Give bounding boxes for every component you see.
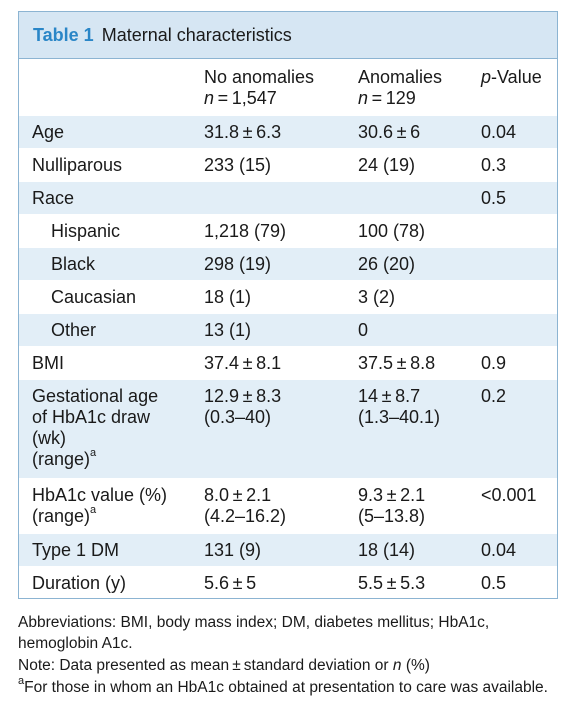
p-label: -Value — [491, 67, 542, 87]
cell-p-value: 0.5 — [481, 188, 507, 208]
table-row: Nulliparous 233 (15) 24 (19) 0.3 — [19, 148, 557, 181]
cell-line: (1.3–40.1) — [358, 407, 441, 427]
cell-anomalies: 24 (19) — [358, 155, 416, 175]
cell-no-anomalies: 8.0 ± 2.1 (4.2–16.2) — [204, 485, 354, 527]
column-header-no-anomalies: No anomalies n = 1,547 — [204, 67, 354, 109]
row-label: Duration (y) — [32, 573, 127, 593]
row-label-line: (wk) — [32, 428, 66, 448]
cell-anomalies: 0 — [358, 320, 369, 340]
column-header-anomalies: Anomalies n = 129 — [358, 67, 483, 109]
cell-anomalies: 26 (20) — [358, 254, 416, 274]
column-header-p-value: p-Value — [481, 67, 556, 88]
row-label: Hispanic — [51, 221, 121, 241]
cell-no-anomalies: 31.8 ± 6.3 — [204, 122, 282, 142]
cell-no-anomalies: 13 (1) — [204, 320, 252, 340]
n-symbol: n — [392, 657, 402, 674]
cell-no-anomalies: 37.4 ± 8.1 — [204, 353, 282, 373]
cell-no-anomalies: 1,218 (79) — [204, 221, 287, 241]
footnote-marker: a — [90, 504, 97, 516]
cell-anomalies: 14 ± 8.7 (1.3–40.1) — [358, 386, 483, 428]
row-label: Other — [51, 320, 97, 340]
table-row: Race 0.5 — [19, 181, 557, 214]
column-header-n: n = 129 — [358, 88, 483, 109]
table-title: Maternal characteristics — [101, 24, 292, 45]
table-caption: Table 1 Maternal characteristics — [19, 12, 557, 59]
cell-p-value: 0.04 — [481, 540, 517, 560]
table-row: Duration (y) 5.6 ± 5 5.5 ± 5.3 0.5 — [19, 566, 557, 598]
cell-line: 8.0 ± 2.1 — [204, 485, 272, 505]
cell-anomalies: 37.5 ± 8.8 — [358, 353, 436, 373]
note-text: (%) — [401, 657, 430, 674]
table-row: Type 1 DM 131 (9) 18 (14) 0.04 — [19, 533, 557, 566]
cell-p-value: 0.5 — [481, 573, 507, 593]
footnote-abbreviations: Abbreviations: BMI, body mass index; DM,… — [18, 614, 490, 652]
n-symbol: n — [204, 88, 215, 108]
table-label: Table 1 — [33, 24, 94, 45]
cell-p-value: 0.2 — [481, 386, 507, 406]
table-row: Other 13 (1) 0 — [19, 313, 557, 346]
row-label: Age — [32, 122, 65, 142]
cell-p-value: 0.04 — [481, 122, 517, 142]
cell-p-value: <0.001 — [481, 485, 537, 505]
column-header-label: No anomalies — [204, 67, 315, 87]
cell-anomalies: 9.3 ± 2.1 (5–13.8) — [358, 485, 483, 527]
row-label-text: (range) — [32, 449, 91, 469]
row-label: BMI — [32, 353, 65, 373]
row-label: Nulliparous — [32, 155, 123, 175]
row-label-line: HbA1c value (%) — [32, 485, 168, 505]
n-value: = 1,547 — [214, 88, 277, 108]
n-value: = 129 — [368, 88, 416, 108]
cell-no-anomalies: 18 (1) — [204, 287, 252, 307]
cell-no-anomalies: 12.9 ± 8.3 (0.3–40) — [204, 386, 354, 428]
cell-no-anomalies: 5.6 ± 5 — [204, 573, 257, 593]
row-label: Gestational age of HbA1c draw (wk) (rang… — [32, 386, 197, 470]
footnote-note: Note: Data presented as mean ± standard … — [18, 655, 558, 676]
column-header-n: n = 1,547 — [204, 88, 354, 109]
column-header-label: Anomalies — [358, 67, 443, 87]
row-label: Caucasian — [51, 287, 137, 307]
row-label-line: of HbA1c draw — [32, 407, 151, 427]
cell-line: 14 ± 8.7 — [358, 386, 421, 406]
row-label-line: (range)a — [32, 504, 197, 527]
row-label-line: Gestational age — [32, 386, 159, 406]
table-row: Hispanic 1,218 (79) 100 (78) — [19, 214, 557, 247]
row-label: Type 1 DM — [32, 540, 120, 560]
table-row: BMI 37.4 ± 8.1 37.5 ± 8.8 0.9 — [19, 346, 557, 379]
cell-no-anomalies: 298 (19) — [204, 254, 272, 274]
footnote-a: aFor those in whom an HbA1c obtained at … — [18, 674, 558, 698]
footnote-a-text: For those in whom an HbA1c obtained at p… — [24, 679, 548, 696]
n-symbol: n — [358, 88, 369, 108]
cell-line: 9.3 ± 2.1 — [358, 485, 426, 505]
row-label: HbA1c value (%) (range)a — [32, 485, 197, 527]
table-row: Black 298 (19) 26 (20) — [19, 247, 557, 280]
cell-line: (4.2–16.2) — [204, 506, 287, 526]
table-row: Age 31.8 ± 6.3 30.6 ± 6 0.04 — [19, 115, 557, 148]
table-row: Gestational age of HbA1c draw (wk) (rang… — [19, 379, 557, 478]
row-label-line: (range)a — [32, 447, 197, 470]
table-1: Table 1 Maternal characteristics No anom… — [18, 11, 558, 599]
cell-anomalies: 18 (14) — [358, 540, 416, 560]
row-label: Race — [32, 188, 75, 208]
cell-line: 12.9 ± 8.3 — [204, 386, 282, 406]
cell-no-anomalies: 131 (9) — [204, 540, 262, 560]
cell-p-value: 0.3 — [481, 155, 507, 175]
cell-anomalies: 30.6 ± 6 — [358, 122, 421, 142]
cell-anomalies: 5.5 ± 5.3 — [358, 573, 426, 593]
cell-no-anomalies: 233 (15) — [204, 155, 272, 175]
cell-line: (5–13.8) — [358, 506, 426, 526]
row-label: Black — [51, 254, 96, 274]
table-row: Caucasian 18 (1) 3 (2) — [19, 280, 557, 313]
cell-p-value: 0.9 — [481, 353, 507, 373]
cell-line: (0.3–40) — [204, 407, 272, 427]
p-symbol: p — [481, 67, 492, 87]
table-footnotes: Abbreviations: BMI, body mass index; DM,… — [18, 612, 558, 699]
cell-anomalies: 100 (78) — [358, 221, 426, 241]
cell-anomalies: 3 (2) — [358, 287, 396, 307]
column-header-row: No anomalies n = 1,547 Anomalies n = 129… — [19, 59, 557, 115]
table-row: HbA1c value (%) (range)a 8.0 ± 2.1 (4.2–… — [19, 478, 557, 533]
footnote-marker: a — [18, 674, 25, 687]
row-label-text: (range) — [32, 506, 91, 526]
note-text: Note: Data presented as mean ± standard … — [18, 657, 393, 674]
footnote-marker: a — [90, 447, 97, 459]
